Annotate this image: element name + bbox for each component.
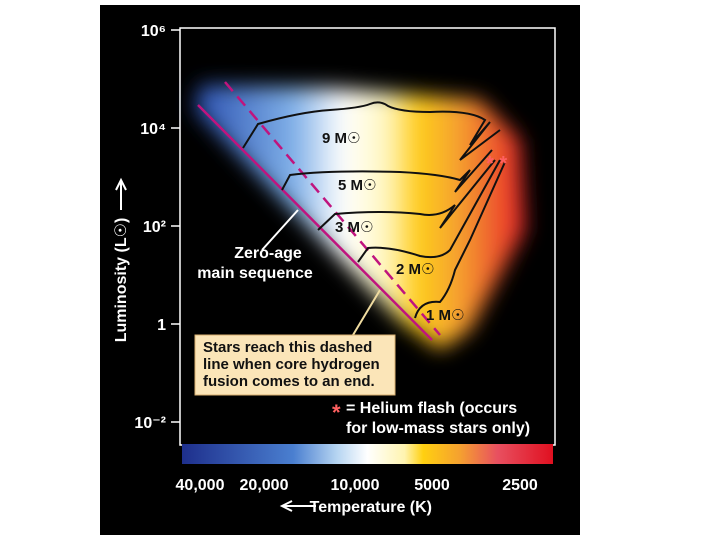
note-pointer [349,289,381,341]
color-glow [195,85,525,350]
y-tick-label: 10² [143,219,166,236]
note-box [194,334,396,396]
tams-line [224,81,441,336]
color-bar [182,444,553,464]
zams-label: Zero-age [234,245,302,262]
evolution-tracks [242,101,506,319]
zams-pointer [261,209,299,251]
track-9 [242,101,501,161]
track-label: 2 M☉ [396,261,434,278]
zams-line [197,104,433,341]
x-tick-label: 2500 [502,477,538,494]
y-arrow [115,177,127,210]
y-tick-label: 1 [157,317,166,334]
track-3 [317,159,496,231]
x-axis: 40,000 20,000 10,000 5000 2500 [176,477,538,494]
helium-flash-key: = Helium flash (occurs [346,400,517,417]
x-tick-label: 5000 [414,477,450,494]
x-tick-label: 40,000 [176,477,225,494]
helium-flash-symbol: * [332,400,341,425]
zams-label: main sequence [197,265,313,282]
track-5 [281,149,493,193]
track-2 [357,159,501,263]
helium-flash-key: for low-mass stars only) [346,420,530,437]
y-tick-label: 10⁴ [140,121,166,138]
y-tick-label: 10⁶ [141,23,166,40]
track-label: 3 M☉ [335,219,373,236]
x-tick-label: 20,000 [240,477,289,494]
y-axis: 10⁶ 10⁴ 10² 1 10⁻² [134,23,180,432]
x-axis-label: Temperature (K) [310,499,432,516]
helium-flash-markers: * * [486,153,507,175]
x-tick-label: 10,000 [331,477,380,494]
note-line: Stars reach this dashed [203,339,372,356]
note-line: line when core hydrogen [203,356,380,373]
track-label: 1 M☉ [426,307,464,324]
note-line: fusion comes to an end. [203,373,375,390]
track-1 [414,161,506,319]
track-label: 9 M☉ [322,130,360,147]
y-tick-label: 10⁻² [134,415,166,432]
track-label: 5 M☉ [338,177,376,194]
x-arrow [279,500,316,512]
y-axis-label: Luminosity (L☉) [113,218,130,343]
